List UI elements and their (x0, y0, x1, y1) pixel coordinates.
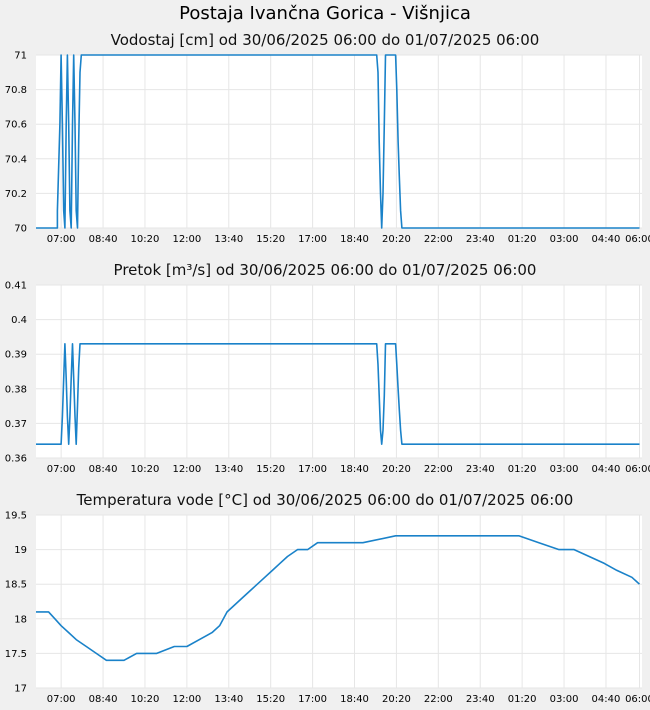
flow-x-tick-label: 07:00 (47, 464, 76, 475)
flow-x-tick-label: 18:40 (340, 464, 369, 475)
water-temperature-x-tick-label: 10:20 (131, 694, 160, 705)
chart-title-flow: Pretok [m³/s] od 30/06/2025 06:00 do 01/… (113, 261, 537, 279)
water-temperature-x-tick-label: 22:00 (424, 694, 453, 705)
water-temperature-series-line (36, 534, 641, 662)
water-level-x-tick-label: 10:20 (131, 234, 160, 245)
chart-title-water-temperature: Temperatura vode [°C] od 30/06/2025 06:0… (76, 491, 574, 509)
flow-y-tick-label: 0.4 (11, 315, 27, 326)
water-temperature-y-tick-label: 18.5 (5, 580, 27, 591)
water-level-y-tick-label: 70.6 (5, 120, 27, 131)
water-temperature-x-tick-label: 06:00 (625, 694, 650, 705)
water-level-y-tick-label: 70.4 (5, 154, 27, 165)
water-level-x-tick-label: 23:40 (466, 234, 495, 245)
water-temperature-x-tick-label: 03:00 (550, 694, 579, 705)
water-level-x-tick-label: 03:00 (550, 234, 579, 245)
water-level-x-tick-label: 13:40 (214, 234, 243, 245)
water-level-series-line (36, 54, 640, 229)
water-level-x-tick-label: 22:00 (424, 234, 453, 245)
flow-x-tick-label: 23:40 (466, 464, 495, 475)
flow-x-tick-label: 15:20 (256, 464, 285, 475)
water-temperature-x-tick-label: 17:00 (298, 694, 327, 705)
flow-x-tick-label: 12:00 (172, 464, 201, 475)
water-temperature-x-tick-label: 20:20 (382, 694, 411, 705)
water-temperature-y-tick-label: 18 (14, 614, 27, 625)
flow-x-tick-label: 08:40 (89, 464, 118, 475)
water-level-x-tick-label: 01:20 (508, 234, 537, 245)
water-temperature-x-tick-label: 15:20 (256, 694, 285, 705)
water-level-x-tick-label: 17:00 (298, 234, 327, 245)
flow-plot-area (36, 285, 642, 458)
flow-x-tick-label: 04:40 (592, 464, 621, 475)
flow-y-tick-label: 0.39 (5, 350, 27, 361)
flow-y-tick-label: 0.41 (5, 281, 27, 292)
flow-x-tick-label: 20:20 (382, 464, 411, 475)
water-level-x-tick-label: 12:00 (172, 234, 201, 245)
flow-x-tick-label: 01:20 (508, 464, 537, 475)
water-level-x-tick-label: 18:40 (340, 234, 369, 245)
water-temperature-y-tick-label: 19.5 (5, 511, 27, 522)
water-temperature-y-tick-label: 17.5 (5, 649, 27, 660)
flow-y-tick-label: 0.37 (5, 419, 27, 430)
water-level-y-tick-label: 70.8 (5, 85, 27, 96)
water-temperature-y-tick-label: 17 (14, 684, 27, 695)
water-temperature-y-tick-label: 19 (14, 545, 27, 556)
flow-y-tick-label: 0.38 (5, 384, 27, 395)
water-level-y-tick-label: 71 (14, 51, 27, 62)
water-level-y-tick-label: 70 (14, 224, 27, 235)
water-level-x-tick-label: 15:20 (256, 234, 285, 245)
flow-y-tick-label: 0.36 (5, 454, 27, 465)
water-level-x-tick-label: 04:40 (592, 234, 621, 245)
flow-x-tick-label: 13:40 (214, 464, 243, 475)
water-temperature-plot-area (36, 515, 642, 688)
water-temperature-x-tick-label: 01:20 (508, 694, 537, 705)
water-level-x-tick-label: 20:20 (382, 234, 411, 245)
page-title: Postaja Ivančna Gorica - Višnjica (179, 3, 471, 24)
water-level-x-tick-label: 06:00 (625, 234, 650, 245)
water-level-y-tick-label: 70.2 (5, 189, 27, 200)
water-temperature-x-tick-label: 07:00 (47, 694, 76, 705)
water-temperature-x-tick-label: 13:40 (214, 694, 243, 705)
water-level-x-tick-label: 08:40 (89, 234, 118, 245)
chart-title-water-level: Vodostaj [cm] od 30/06/2025 06:00 do 01/… (110, 31, 540, 49)
water-level-x-tick-label: 07:00 (47, 234, 76, 245)
flow-x-tick-label: 03:00 (550, 464, 579, 475)
water-temperature-x-tick-label: 18:40 (340, 694, 369, 705)
flow-x-tick-label: 17:00 (298, 464, 327, 475)
flow-series-line (36, 342, 640, 446)
flow-x-tick-label: 22:00 (424, 464, 453, 475)
flow-x-tick-label: 10:20 (131, 464, 160, 475)
water-temperature-x-tick-label: 08:40 (89, 694, 118, 705)
water-temperature-x-tick-label: 04:40 (592, 694, 621, 705)
water-temperature-x-tick-label: 23:40 (466, 694, 495, 705)
water-temperature-x-tick-label: 12:00 (172, 694, 201, 705)
flow-x-tick-label: 06:00 (625, 464, 650, 475)
water-level-plot-area (36, 55, 642, 228)
